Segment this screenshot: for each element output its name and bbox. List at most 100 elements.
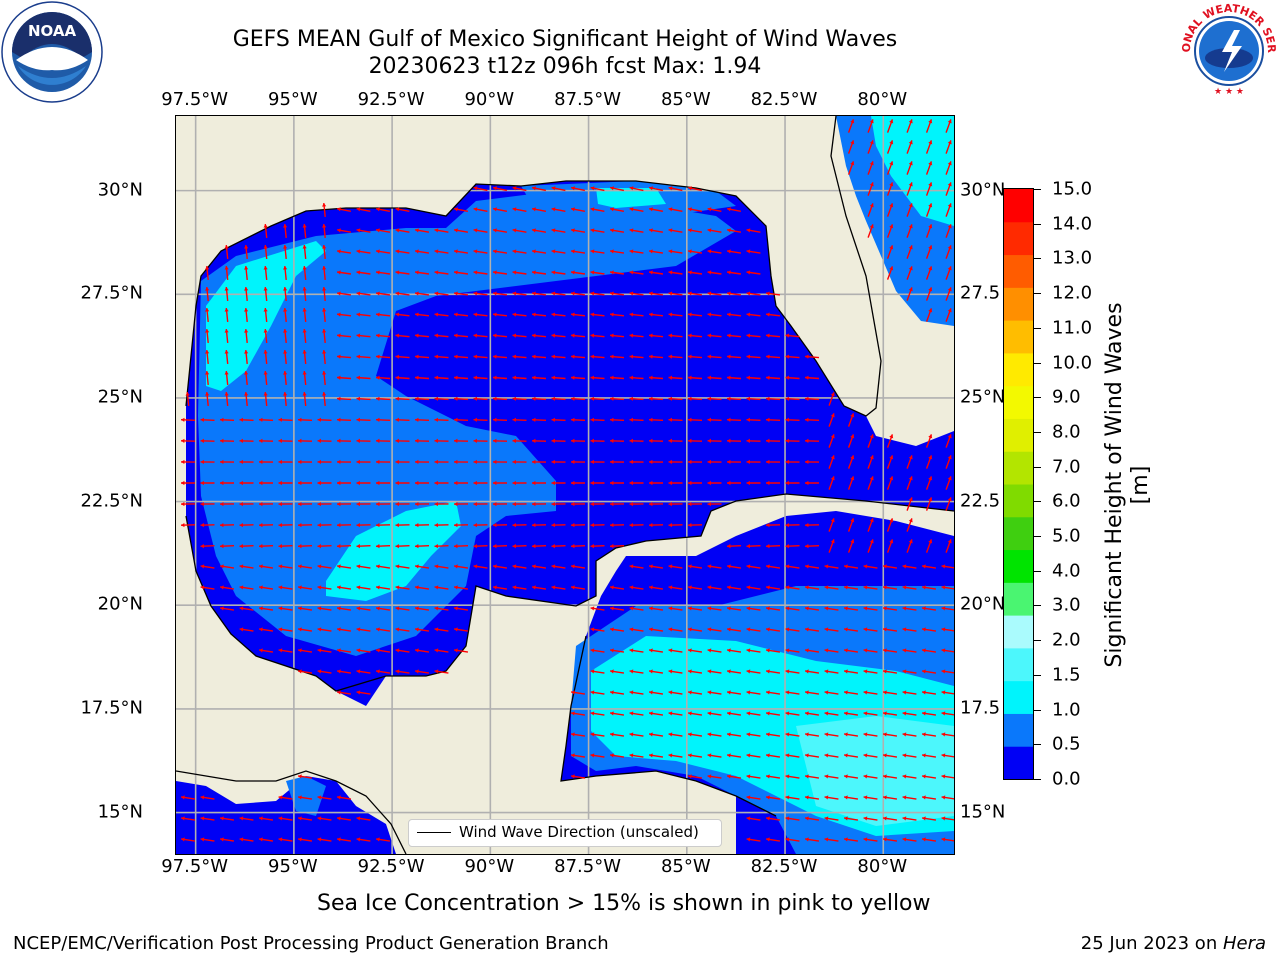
- wave-direction-arrowhead: [922, 795, 926, 800]
- colorbar-tick: [1034, 744, 1041, 746]
- wave-direction-arrowhead: [649, 291, 653, 296]
- wave-direction-arrowhead: [493, 564, 497, 569]
- wave-direction-arrowhead: [551, 228, 556, 233]
- colorbar-segment: [1004, 451, 1033, 485]
- wave-direction-arrowhead: [902, 774, 907, 779]
- colorbar-tick: [1034, 327, 1041, 329]
- wave-direction-arrowhead: [610, 438, 614, 443]
- wave-direction-arrowhead: [434, 544, 438, 549]
- wave-direction-arrowhead: [454, 627, 458, 632]
- wave-direction-arrowhead: [337, 501, 341, 507]
- wave-direction-arrowhead: [707, 585, 712, 590]
- wave-direction-arrowhead: [707, 774, 712, 779]
- wave-direction-arrowhead: [356, 606, 361, 611]
- wave-direction-arrowhead: [629, 228, 634, 233]
- wave-direction-arrowhead: [376, 249, 380, 254]
- wave-direction-arrowhead: [629, 606, 634, 611]
- colorbar-segment: [1004, 320, 1033, 354]
- wave-direction-arrowhead: [493, 249, 497, 254]
- wave-direction-arrowhead: [278, 480, 282, 486]
- latitude-label: 27.5°N: [80, 282, 143, 304]
- wave-direction-arrowhead: [532, 459, 536, 465]
- wave-direction-arrowhead: [727, 753, 731, 758]
- wave-direction-arrowhead: [863, 585, 868, 590]
- colorbar-segment: [1004, 484, 1033, 518]
- wave-direction-arrowhead: [688, 207, 692, 212]
- wave-direction-arrowhead: [766, 711, 770, 716]
- wave-direction-arrowhead: [629, 291, 634, 296]
- wave-direction-arrowhead: [278, 795, 283, 800]
- wave-direction-arrowhead: [376, 837, 380, 842]
- wave-direction-arrowhead: [908, 182, 913, 187]
- wave-direction-arrowhead: [512, 207, 517, 212]
- wave-direction-arrowhead: [883, 711, 887, 716]
- wave-direction-arrowhead: [941, 753, 946, 758]
- wave-direction-arrowhead: [766, 544, 770, 549]
- wave-direction-arrowhead: [850, 161, 855, 166]
- wave-direction-arrowhead: [259, 438, 263, 443]
- wave-direction-arrowhead: [941, 669, 946, 674]
- wave-direction-arrowhead: [688, 648, 692, 653]
- wave-direction-arrowhead: [785, 690, 790, 695]
- wave-direction-arrowhead: [805, 711, 809, 716]
- wave-direction-arrowhead: [928, 140, 933, 145]
- wave-direction-arrowhead: [551, 249, 556, 254]
- colorbar-tick: [1034, 674, 1041, 676]
- colorbar-tick-label: 7.0: [1052, 456, 1081, 478]
- wave-direction-arrowhead: [473, 417, 478, 422]
- wave-direction-arrowhead: [322, 308, 327, 312]
- wave-direction-arrowhead: [746, 606, 751, 611]
- wind-wave-arrows: [180, 119, 954, 842]
- wave-direction-arrowhead: [668, 648, 673, 653]
- wave-direction-arrowhead: [239, 544, 243, 549]
- wave-direction-arrowhead: [298, 564, 302, 569]
- wave-direction-arrowhead: [869, 455, 874, 460]
- wave-direction-arrowhead: [512, 459, 516, 465]
- wave-direction-arrowhead: [512, 438, 516, 443]
- wave-direction-arrowhead: [766, 564, 770, 569]
- wave-direction-arrowhead: [610, 711, 614, 716]
- wave-direction-arrowhead: [883, 606, 887, 611]
- wave-direction-arrowhead: [785, 774, 790, 779]
- wave-direction-arrowhead: [571, 291, 575, 296]
- wave-direction-arrowhead: [298, 438, 302, 443]
- wave-direction-arrowhead: [869, 161, 874, 166]
- wave-direction-arrowhead: [551, 207, 556, 212]
- wave-direction-arrowhead: [512, 333, 517, 338]
- wave-direction-arrowhead: [434, 501, 438, 507]
- wave-direction-arrowhead: [512, 480, 516, 486]
- wave-direction-arrowhead: [493, 333, 497, 338]
- wave-direction-arrowhead: [551, 480, 555, 486]
- wave-direction-arrowhead: [571, 375, 575, 380]
- wave-direction-arrowhead: [278, 417, 283, 422]
- wave-direction-arrowhead: [181, 501, 185, 507]
- wave-direction-arrowhead: [302, 245, 307, 249]
- wave-direction-arrowhead: [746, 753, 751, 758]
- wave-direction-arrowhead: [746, 375, 751, 380]
- wave-direction-arrowhead: [707, 648, 712, 653]
- wave-direction-arrowhead: [850, 140, 855, 145]
- colorbar-tick: [1034, 397, 1041, 399]
- wave-direction-arrowhead: [434, 396, 439, 401]
- wave-direction-arrowhead: [244, 329, 249, 333]
- wave-direction-arrowhead: [610, 312, 614, 317]
- wave-direction-arrowhead: [283, 245, 288, 249]
- wave-direction-arrowhead: [805, 690, 809, 695]
- wave-direction-arrowhead: [376, 375, 380, 380]
- wave-direction-arrowhead: [629, 585, 634, 590]
- wave-direction-arrowhead: [239, 564, 244, 569]
- wave-direction-arrowhead: [356, 228, 361, 233]
- wave-direction-arrowhead: [473, 480, 477, 486]
- wave-direction-arrowhead: [869, 203, 874, 208]
- wave-direction-arrowhead: [928, 287, 933, 292]
- wave-direction-arrowhead: [785, 438, 789, 443]
- wave-direction-arrowhead: [863, 711, 868, 716]
- wave-direction-arrowhead: [629, 207, 634, 212]
- wave-direction-arrowhead: [668, 523, 672, 528]
- wave-direction-arrowhead: [649, 585, 653, 590]
- wave-direction-arrowhead: [785, 606, 790, 611]
- wave-direction-arrowhead: [317, 459, 321, 465]
- wave-direction-arrowhead: [824, 795, 829, 800]
- wave-direction-arrowhead: [185, 392, 190, 396]
- wave-direction-arrowhead: [785, 837, 790, 842]
